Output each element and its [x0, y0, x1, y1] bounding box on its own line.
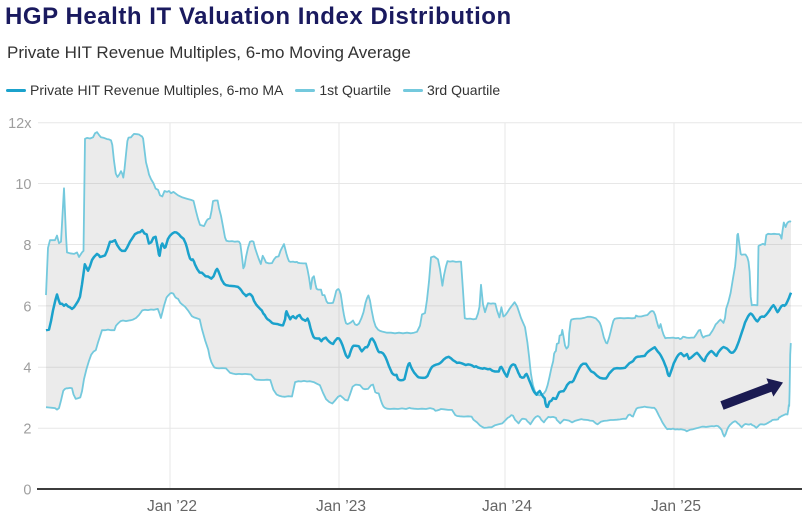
svg-text:6: 6 — [23, 299, 31, 315]
svg-text:12x: 12x — [8, 116, 32, 132]
svg-text:Jan ’24: Jan ’24 — [482, 498, 532, 515]
svg-text:4: 4 — [23, 361, 31, 377]
svg-text:2: 2 — [23, 422, 31, 438]
svg-text:8: 8 — [23, 238, 31, 254]
svg-text:Jan ’25: Jan ’25 — [651, 498, 701, 515]
svg-text:10: 10 — [15, 177, 31, 193]
svg-text:Jan ’22: Jan ’22 — [147, 498, 197, 515]
svg-text:0: 0 — [23, 483, 31, 499]
svg-text:Jan ’23: Jan ’23 — [316, 498, 366, 515]
